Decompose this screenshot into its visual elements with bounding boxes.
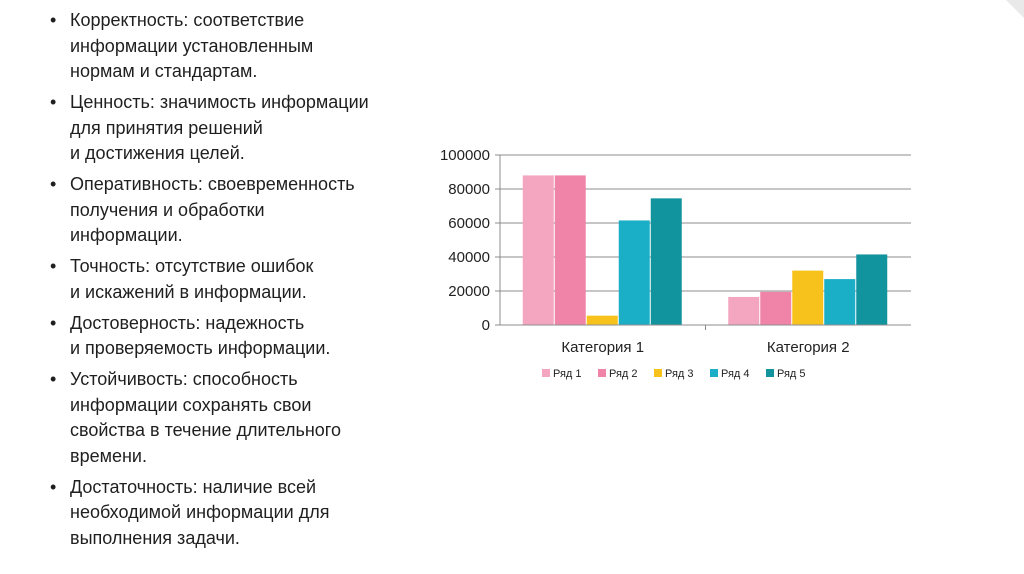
bar [760, 291, 792, 325]
legend-swatch [710, 369, 718, 377]
y-tick-label: 0 [482, 317, 490, 334]
legend-swatch [598, 369, 606, 377]
bullet-line: и достижения целей. [70, 143, 245, 163]
bullet-line: и искажений в информации. [70, 281, 307, 302]
bar [554, 175, 586, 325]
bullet-item: • Корректность: соответствие информации ус… [44, 8, 414, 85]
bar [856, 254, 888, 325]
x-tick-label: Категория 2 [767, 339, 850, 356]
legend-swatch [766, 369, 774, 377]
bar [728, 296, 760, 325]
legend-label: Ряд 4 [721, 368, 750, 380]
legend-label: Ряд 2 [609, 368, 638, 380]
y-tick-label: 20000 [448, 283, 490, 300]
bullet-line: Устойчивость: способность [70, 369, 298, 389]
bullet-line: времени. [70, 445, 147, 466]
legend-label: Ряд 5 [777, 368, 806, 380]
bar [618, 220, 650, 325]
legend-label: Ряд 3 [665, 368, 694, 380]
bullet-line: необходимой информации для [70, 502, 330, 522]
bullet-dot: • [50, 369, 57, 389]
y-tick-label: 80000 [448, 181, 490, 198]
slide-corner-fold [1006, 0, 1024, 18]
bar [586, 315, 618, 325]
y-tick-label: 100000 [440, 147, 490, 164]
bullet-item: • Устойчивость: способность информации сох… [44, 367, 414, 469]
bullet-line: информации. [70, 225, 183, 245]
bullet-dot: • [50, 10, 57, 30]
bullet-line: свойства в течение длительного [70, 420, 341, 440]
bullet-line: для принятия решений [70, 117, 263, 138]
legend-swatch [654, 369, 662, 377]
bullet-line: информации сохранять свои [70, 394, 312, 415]
bullet-item: • Ценность: значимость информации для прин… [44, 90, 414, 167]
bullet-line: информации установленным [70, 35, 314, 56]
bar [792, 270, 824, 325]
bullet-item: • Оперативность: своевременность получения… [44, 172, 414, 249]
bullet-dot: • [50, 256, 57, 276]
bar [824, 279, 856, 325]
bullet-item: • Точность: отсутствие ошибок и искажений … [44, 254, 414, 305]
y-tick-label: 60000 [448, 215, 490, 232]
bullet-dot: • [50, 312, 57, 333]
chart-bars [522, 175, 888, 325]
bullet-line: нормам и стандартам. [70, 61, 258, 81]
chart-y-ticks: 0 20000 40000 60000 80000 100000 [440, 147, 490, 334]
bullet-line: Достоверность: надежность [70, 312, 305, 333]
bullet-dot: • [50, 476, 57, 497]
chart-x-ticks: Категория 1 Категория 2 [561, 339, 849, 356]
bullet-line: Корректность: соответствие [70, 10, 305, 30]
bullet-line: выполнения задачи. [70, 527, 240, 548]
bullet-line: Ценность: значимость информации [70, 92, 369, 112]
y-tick-label: 40000 [448, 249, 490, 266]
bullet-line: получения и обработки [70, 199, 265, 220]
bullet-dot: • [50, 92, 57, 112]
bar [650, 198, 682, 325]
bar [522, 175, 554, 325]
bullet-line: Оперативность: своевременность [70, 174, 355, 194]
bullet-line: Точность: отсутствие ошибок [70, 256, 314, 276]
x-tick-label: Категория 1 [561, 339, 644, 356]
bullet-line: и проверяемость информации. [70, 338, 331, 358]
bullet-list: • Корректность: соответствие информации ус… [44, 8, 414, 557]
bullet-line: Достаточность: наличие всей [70, 476, 317, 497]
legend-label: Ряд 1 [553, 368, 582, 380]
bullet-item: • Достоверность: надежность и проверяемост… [44, 311, 414, 362]
chart-legend: Ряд 1 Ряд 2 Ряд 3 Ряд 4 Ряд 5 [542, 368, 806, 380]
legend-swatch [542, 369, 550, 377]
chart-axes [495, 154, 911, 330]
bullet-dot: • [50, 174, 57, 194]
bullet-item: • Достаточность: наличие всей необходимой … [44, 475, 414, 552]
